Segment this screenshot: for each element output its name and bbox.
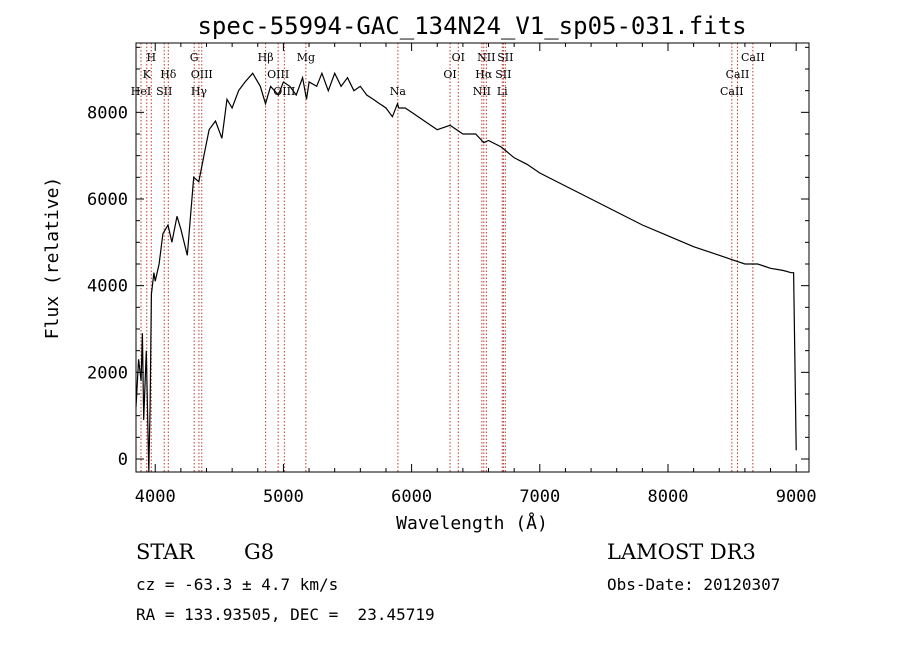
line-label: CaII <box>720 85 744 98</box>
line-label: OI <box>443 68 456 81</box>
line-label: OIII <box>267 68 289 81</box>
line-label: CaII <box>726 68 750 81</box>
line-label: OI <box>452 51 465 64</box>
line-label: NII <box>473 85 491 98</box>
line-label: Hδ <box>160 68 177 81</box>
line-label: H <box>146 51 156 64</box>
emission-line-labels: HK HeI SII Hδ G OIII Hγ Hβ OIII OIII Mg Na OI OI NII Hα… <box>131 51 765 98</box>
y-tick-label: 2000 <box>87 363 128 383</box>
x-tick-label: 8000 <box>648 487 689 507</box>
line-label: Hβ <box>258 51 274 64</box>
y-tick-label: 8000 <box>87 103 128 123</box>
line-label: Hα <box>475 68 493 81</box>
line-label: OIII <box>273 85 295 98</box>
spectrum-plot: spec-55994-GAC_134N24_V1_sp05-031.fits H… <box>42 12 817 534</box>
line-label: OIII <box>191 68 213 81</box>
coordinates: RA = 133.93505, DEC = 23.45719 <box>136 605 435 624</box>
x-tick-label: 9000 <box>776 487 817 507</box>
object-class: STAR <box>136 540 195 564</box>
line-label: SII <box>497 51 513 64</box>
x-tick-label: 5000 <box>263 487 304 507</box>
x-tick-label: 6000 <box>391 487 432 507</box>
redshift-velocity: cz = -63.3 ± 4.7 km/s <box>136 575 339 594</box>
spectral-subclass: G8 <box>244 540 275 564</box>
line-label: NII <box>477 51 495 64</box>
y-axis-label: Flux (relative) <box>42 177 63 340</box>
x-axis-ticks: 4000 5000 6000 7000 8000 9000 <box>135 43 817 507</box>
x-axis-label: Wavelength (Å) <box>396 512 548 534</box>
plot-frame <box>135 42 810 473</box>
line-label: K <box>143 68 152 81</box>
y-tick-label: 0 <box>118 450 128 470</box>
chart-title: spec-55994-GAC_134N24_V1_sp05-031.fits <box>197 12 746 40</box>
emission-line-markers <box>140 43 754 472</box>
line-label: SII <box>156 85 172 98</box>
x-tick-label: 4000 <box>135 487 176 507</box>
line-label: Hγ <box>191 85 208 98</box>
spectrum-line <box>135 71 797 473</box>
survey-name: LAMOST DR3 <box>607 540 756 564</box>
line-label: G <box>190 51 199 64</box>
observation-date: Obs-Date: 20120307 <box>607 575 781 594</box>
line-label: SII <box>495 68 511 81</box>
line-label: Li <box>497 85 508 98</box>
line-label: Na <box>390 85 407 98</box>
line-label: HeI <box>131 85 151 98</box>
line-label: Mg <box>297 51 315 64</box>
y-tick-label: 6000 <box>87 190 128 210</box>
line-label: CaII <box>741 51 765 64</box>
x-tick-label: 7000 <box>519 487 560 507</box>
y-tick-label: 4000 <box>87 277 128 297</box>
y-axis-ticks: 0 2000 4000 6000 8000 <box>87 46 809 470</box>
